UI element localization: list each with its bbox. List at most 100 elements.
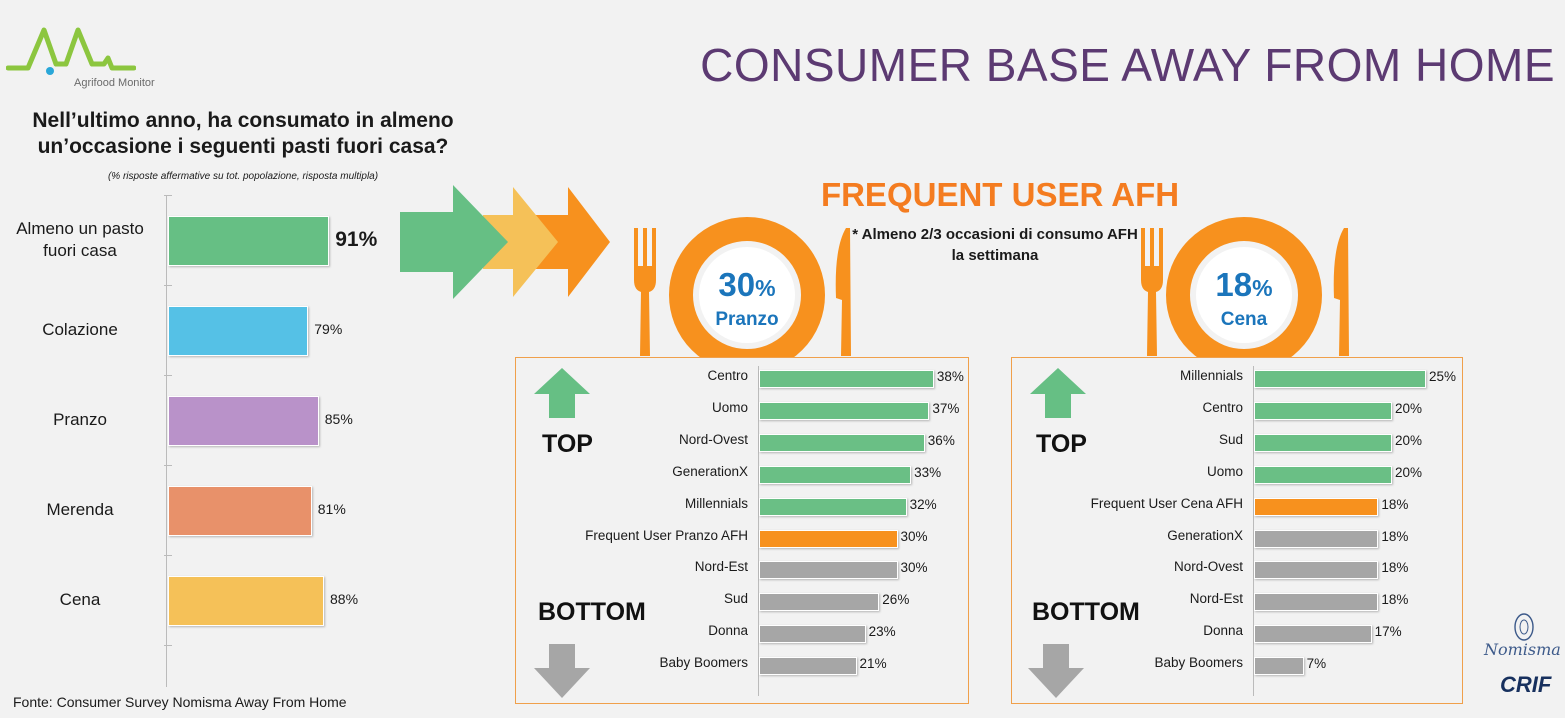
data-label: 21% bbox=[859, 656, 887, 672]
bar bbox=[168, 576, 324, 626]
bottom-label: BOTTOM bbox=[538, 598, 646, 626]
frequent-user-title: FREQUENT USER AFH bbox=[820, 176, 1180, 213]
category-label: Nord-Est bbox=[1189, 591, 1243, 607]
pranzo-percentage: 30% bbox=[718, 266, 776, 303]
bar bbox=[759, 370, 934, 388]
data-label: 20% bbox=[1395, 464, 1423, 480]
data-label: 25% bbox=[1429, 369, 1457, 384]
data-label: 37% bbox=[932, 400, 960, 416]
bar bbox=[759, 593, 880, 612]
data-label: 30% bbox=[900, 560, 928, 576]
category-label: Uomo bbox=[711, 399, 748, 415]
axis-tick bbox=[164, 375, 172, 376]
data-label: 79% bbox=[314, 321, 343, 337]
panel-axis bbox=[1253, 366, 1254, 696]
cena-label: Cena bbox=[1220, 309, 1268, 330]
category-label: Colazione bbox=[42, 320, 118, 339]
fork-icon bbox=[1141, 228, 1163, 356]
bar bbox=[759, 497, 907, 516]
category-label: Nord-Ovest bbox=[1173, 559, 1243, 575]
cena-percentage: 18% bbox=[1215, 266, 1273, 303]
data-label: 81% bbox=[317, 501, 346, 517]
pranzo-label: Pranzo bbox=[715, 309, 779, 330]
frequent-user-note: * Almeno 2/3 occasioni di consumo AFH la… bbox=[852, 226, 1138, 264]
arrows-icon bbox=[400, 185, 610, 299]
category-label: Frequent User Cena AFH bbox=[1090, 495, 1243, 511]
bottom-label: BOTTOM bbox=[1032, 598, 1140, 626]
category-label: Donna bbox=[1203, 623, 1243, 639]
axis-tick bbox=[164, 195, 172, 196]
cena-ranking-panel: TOP BOTTOM Millennials 25% Centro 20% Sud 20%… bbox=[1011, 357, 1463, 704]
knife-icon bbox=[835, 228, 851, 356]
data-label: 85% bbox=[324, 411, 353, 427]
axis-tick bbox=[164, 285, 172, 286]
bar bbox=[1254, 433, 1392, 452]
data-label: 32% bbox=[909, 496, 937, 512]
data-label: 91% bbox=[335, 228, 378, 251]
category-label: Baby Boomers bbox=[1154, 655, 1243, 671]
category-label: Millennials bbox=[684, 495, 748, 511]
bar bbox=[168, 396, 319, 446]
bar bbox=[1254, 497, 1379, 516]
source-note: Fonte: Consumer Survey Nomisma Away From… bbox=[13, 694, 347, 710]
bar bbox=[1254, 465, 1392, 484]
category-label: Donna bbox=[708, 623, 748, 639]
category-label: Nord-Ovest bbox=[678, 431, 748, 447]
category-label: Uomo bbox=[1206, 463, 1243, 479]
bar bbox=[168, 216, 330, 266]
data-label: 18% bbox=[1381, 496, 1409, 512]
category-label: Nord-Est bbox=[694, 559, 748, 575]
agrifood-monitor-logo-icon bbox=[6, 27, 136, 75]
arrow-down-icon bbox=[1028, 644, 1084, 698]
knife-icon bbox=[1333, 228, 1349, 356]
panel-axis bbox=[758, 366, 759, 696]
bar bbox=[759, 657, 857, 676]
bar bbox=[1254, 370, 1426, 388]
bar bbox=[168, 306, 309, 356]
category-label: GenerationX bbox=[1167, 527, 1243, 543]
bar bbox=[168, 486, 312, 536]
bar bbox=[1254, 625, 1372, 644]
data-label: 36% bbox=[927, 432, 955, 448]
nomisma-logo: Nomisma bbox=[1484, 640, 1561, 659]
bar bbox=[759, 465, 912, 484]
category-label: Sud bbox=[723, 591, 748, 607]
bar bbox=[1254, 529, 1379, 548]
pranzo-percentage-value: 30 bbox=[718, 266, 756, 303]
data-label: 18% bbox=[1381, 528, 1409, 544]
category-label: Merenda bbox=[46, 500, 114, 519]
arrow-down-icon bbox=[534, 644, 590, 698]
top-label: TOP bbox=[1036, 430, 1087, 458]
crif-logo: CRIF bbox=[1500, 672, 1552, 697]
pranzo-ranking-panel: TOP BOTTOM Centro 38% Uomo 37% Nord-Ovest 36%… bbox=[515, 357, 969, 704]
chart-title: Nell’ultimo anno, ha consumato in almeno… bbox=[32, 109, 454, 158]
bar bbox=[759, 401, 930, 420]
data-label: 30% bbox=[900, 528, 928, 544]
category-label: Sud bbox=[1218, 431, 1243, 447]
top-label: TOP bbox=[542, 430, 593, 458]
arrow-up-icon bbox=[534, 368, 590, 418]
category-label: Frequent User Pranzo AFH bbox=[585, 527, 748, 543]
nomisma-seal-icon bbox=[1514, 613, 1534, 641]
data-label: 17% bbox=[1374, 624, 1402, 640]
category-label: Centro bbox=[1202, 399, 1243, 415]
data-label: 18% bbox=[1381, 592, 1409, 608]
chart-subtitle: (% risposte affermative su tot. popolazi… bbox=[107, 171, 379, 182]
data-label: 7% bbox=[1306, 656, 1327, 672]
data-label: 33% bbox=[914, 464, 942, 480]
data-label: 20% bbox=[1395, 400, 1423, 416]
category-label: Almeno un pasto fuori casa bbox=[16, 219, 144, 260]
data-label: 18% bbox=[1381, 560, 1409, 576]
bar bbox=[759, 561, 898, 580]
data-label: 20% bbox=[1395, 432, 1423, 448]
data-label: 23% bbox=[868, 624, 896, 640]
axis-tick bbox=[164, 465, 172, 466]
category-label: Cena bbox=[59, 590, 101, 609]
category-label: Baby Boomers bbox=[659, 655, 748, 671]
bar bbox=[1254, 561, 1379, 580]
category-label: Millennials bbox=[1179, 368, 1243, 383]
data-label: 26% bbox=[882, 592, 910, 608]
category-label: Pranzo bbox=[53, 410, 107, 429]
bar bbox=[1254, 401, 1392, 420]
cena-percentage-value: 18 bbox=[1215, 266, 1253, 303]
